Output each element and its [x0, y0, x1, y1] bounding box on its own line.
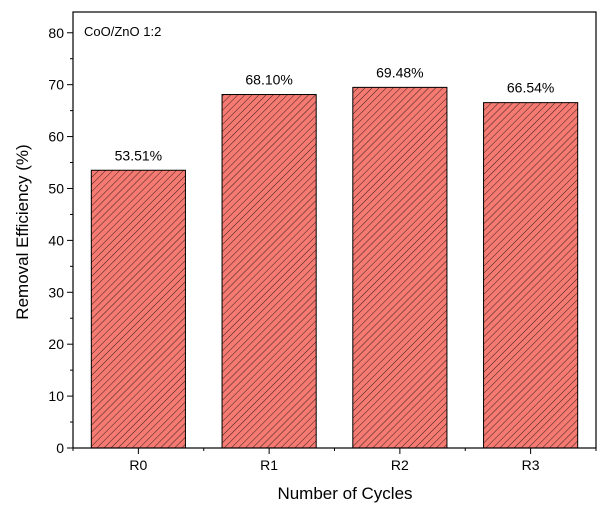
- y-tick-label-0: 0: [56, 440, 64, 456]
- y-tick-label-10: 10: [48, 388, 64, 404]
- data-label-r1: 68.10%: [245, 72, 292, 88]
- x-tick-label-r1: R1: [260, 457, 278, 473]
- data-label-r3: 66.54%: [507, 80, 554, 96]
- x-axis-title: Number of Cycles: [277, 484, 412, 503]
- y-tick-label-60: 60: [48, 129, 64, 145]
- x-tick-label-r3: R3: [522, 457, 540, 473]
- bar-hatch-r0: [90, 169, 186, 449]
- axes-layer: R0 R1 R2 R3 0 10 20 30 40 50 60 70 80: [48, 11, 597, 473]
- x-tick-label-r0: R0: [129, 457, 147, 473]
- y-tick-label-30: 30: [48, 284, 64, 300]
- y-tick-label-20: 20: [48, 336, 64, 352]
- bars-layer: 53.51% 68.10% 69.48% 66.54%: [90, 64, 579, 449]
- data-label-r0: 53.51%: [115, 147, 162, 163]
- bar-hatch-r2: [352, 86, 448, 449]
- y-tick-label-70: 70: [48, 77, 64, 93]
- y-tick-label-50: 50: [48, 180, 64, 196]
- y-tick-label-80: 80: [48, 25, 64, 41]
- bar-hatch-r3: [483, 102, 579, 449]
- y-tick-label-40: 40: [48, 232, 64, 248]
- plot-frame: [72, 11, 597, 449]
- data-label-r2: 69.48%: [376, 64, 423, 80]
- x-tick-label-r2: R2: [391, 457, 409, 473]
- bar-hatch-r1: [221, 94, 317, 449]
- chart-annotation: CoO/ZnO 1:2: [84, 24, 161, 39]
- y-axis-title: Removal Efficiency (%): [13, 144, 32, 319]
